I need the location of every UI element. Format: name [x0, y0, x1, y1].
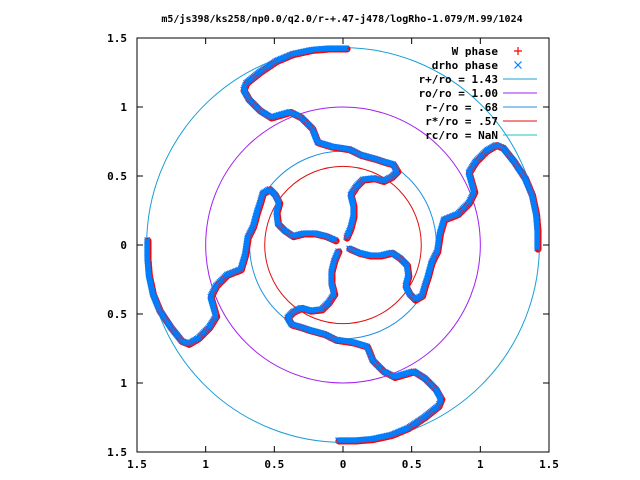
legend-symbol-plus	[514, 47, 522, 55]
drho-point	[325, 234, 332, 241]
y-tick-label-4: 0.5	[107, 308, 127, 321]
drho-point	[343, 45, 350, 52]
y-tick-label-2: 0.5	[107, 170, 127, 183]
arm-3	[346, 141, 542, 304]
y-tick-label-1: 1	[120, 101, 127, 114]
drho-point	[436, 399, 443, 406]
drho-point	[343, 234, 350, 241]
drho-point	[240, 84, 248, 91]
circle-1	[205, 106, 481, 384]
drho-point	[422, 279, 429, 286]
drho-point	[346, 245, 353, 252]
drho-point	[350, 247, 357, 254]
drho-point	[343, 232, 351, 239]
drho-point	[302, 325, 309, 332]
drho-point	[335, 248, 342, 255]
drho-point	[225, 270, 232, 277]
x-tick-label-0: 1.5	[127, 458, 147, 471]
x-tick-label-4: 0.5	[402, 458, 422, 471]
drho-point	[297, 323, 305, 331]
drho-point	[380, 158, 387, 165]
drho-point	[299, 324, 306, 331]
arm-1	[144, 185, 340, 348]
drho-point	[423, 277, 430, 284]
drho-point	[255, 204, 262, 211]
drho-point	[329, 235, 336, 242]
drho-point	[437, 397, 444, 404]
chart-title: m5/js398/ks258/np0.0/q2.0/r-+.47-j478/lo…	[161, 13, 522, 25]
legend-label-1: drho phase	[432, 59, 499, 72]
drho-point	[144, 237, 151, 244]
legend-label-0: W phase	[452, 45, 499, 58]
drho-point	[341, 45, 348, 52]
arm-2	[284, 248, 446, 445]
drho-point	[378, 157, 385, 164]
drho-phase-points-2	[284, 248, 445, 444]
drho-point	[256, 199, 263, 206]
drho-point	[347, 246, 354, 253]
drho-phase-points-1	[144, 185, 339, 347]
spiral-arms	[144, 45, 542, 445]
drho-point	[334, 249, 341, 256]
y-tick-label-5: 1	[120, 377, 127, 390]
drho-point	[255, 203, 262, 210]
drho-point	[335, 437, 342, 444]
drho-point	[333, 251, 340, 258]
legend-label-5: r*/ro = .57	[425, 115, 498, 128]
drho-point	[181, 339, 188, 346]
legend-label-4: r-/ro = .68	[425, 101, 498, 114]
drho-point	[309, 126, 316, 133]
drho-point	[336, 437, 343, 444]
x-tick-label-3: 0	[340, 458, 347, 471]
drho-phase-points-0	[240, 45, 401, 241]
drho-point	[368, 355, 375, 362]
legend-label-3: ro/ro = 1.00	[419, 87, 498, 100]
y-tick-label-6: 1.5	[107, 446, 127, 459]
drho-point	[375, 156, 382, 163]
x-tick-label-1: 1	[202, 458, 209, 471]
drho-point	[421, 282, 428, 289]
drho-point	[327, 234, 334, 242]
arm-0	[240, 45, 402, 242]
drho-point	[345, 229, 352, 236]
drho-point	[534, 243, 541, 250]
drho-point	[301, 325, 308, 332]
circle-3	[264, 165, 422, 325]
drho-point	[492, 141, 500, 148]
drho-point	[534, 245, 541, 252]
drho-point	[330, 236, 337, 243]
drho-point	[496, 143, 503, 150]
drho-point	[332, 254, 339, 261]
y-tick-label-3: 0	[120, 239, 127, 252]
drho-point	[332, 237, 339, 244]
drho-phase-points-3	[346, 141, 541, 303]
x-tick-label-5: 1	[477, 458, 484, 471]
drho-point	[144, 238, 151, 245]
legend-label-6: rc/ro = NaN	[425, 129, 498, 142]
drho-point	[346, 227, 353, 234]
drho-point	[332, 252, 340, 259]
x-tick-label-2: 0.5	[264, 458, 284, 471]
y-tick-label-0: 1.5	[107, 32, 127, 45]
drho-point	[349, 246, 356, 253]
drho-point	[494, 142, 501, 149]
drho-point	[241, 83, 248, 90]
legend-label-2: r+/ro = 1.43	[419, 73, 498, 86]
drho-point	[344, 231, 351, 238]
legend-symbol-cross	[514, 61, 522, 69]
drho-point	[185, 340, 192, 347]
drho-point	[352, 248, 359, 255]
drho-point	[183, 339, 190, 346]
drho-point	[256, 201, 263, 208]
x-tick-label-6: 1.5	[539, 458, 559, 471]
drho-point	[453, 211, 460, 218]
drho-point	[438, 395, 445, 402]
axis-ticks: 1.5 1 0.5 0 0.5 1 1.51.510.500.511.5	[107, 32, 559, 471]
drho-point	[377, 157, 384, 164]
drho-point	[240, 86, 247, 93]
circle-2	[249, 150, 437, 340]
drho-point	[422, 280, 429, 287]
